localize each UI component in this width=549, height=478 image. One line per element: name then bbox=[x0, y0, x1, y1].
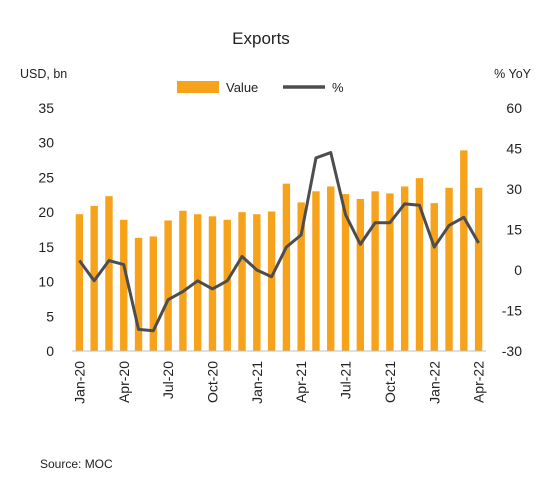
x-tick-label: Jul-21 bbox=[338, 361, 354, 399]
x-tick-label: Oct-20 bbox=[204, 361, 220, 403]
bar bbox=[356, 198, 365, 351]
left-tick-label: 35 bbox=[38, 100, 54, 116]
source-note: Source: MOC bbox=[40, 457, 113, 471]
bar bbox=[400, 186, 409, 351]
bar bbox=[120, 219, 128, 351]
bar bbox=[312, 191, 320, 351]
chart-title: Exports bbox=[232, 29, 290, 48]
bar bbox=[134, 237, 143, 351]
left-tick-label: 5 bbox=[46, 308, 54, 324]
bar bbox=[105, 196, 113, 351]
x-tick-label: Jan-22 bbox=[426, 361, 442, 404]
bar bbox=[341, 194, 350, 351]
right-tick-label: 45 bbox=[506, 141, 522, 157]
bar bbox=[149, 236, 158, 351]
bar bbox=[253, 214, 261, 351]
bar bbox=[327, 186, 335, 351]
x-tick-label: Oct-21 bbox=[382, 361, 398, 403]
bar bbox=[371, 191, 379, 351]
legend: Value % bbox=[177, 80, 344, 95]
right-tick-label: 0 bbox=[514, 262, 522, 278]
x-tick-label: Apr-20 bbox=[116, 361, 132, 403]
bar bbox=[282, 183, 291, 351]
x-tick-label: Jan-20 bbox=[71, 361, 87, 404]
right-axis-title: % YoY bbox=[494, 67, 532, 81]
bar bbox=[179, 210, 187, 351]
right-tick-label: 30 bbox=[506, 181, 522, 197]
x-tick-label: Apr-22 bbox=[471, 361, 487, 403]
x-tick-label: Jul-20 bbox=[160, 361, 176, 399]
bar bbox=[386, 193, 394, 351]
left-tick-label: 10 bbox=[38, 274, 54, 290]
bar bbox=[415, 178, 424, 351]
bar bbox=[460, 150, 468, 351]
right-tick-label: -30 bbox=[502, 343, 522, 359]
left-tick-label: 0 bbox=[46, 343, 54, 359]
legend-label-value: Value bbox=[226, 80, 258, 95]
bar bbox=[75, 214, 84, 351]
bar bbox=[223, 219, 231, 351]
bar bbox=[297, 202, 305, 351]
bar bbox=[445, 187, 453, 351]
legend-label-yoy: % bbox=[332, 80, 344, 95]
left-tick-label: 25 bbox=[38, 169, 54, 185]
right-tick-label: 15 bbox=[506, 222, 522, 238]
bar bbox=[208, 216, 217, 351]
x-axis-ticks: Jan-20 Apr-20 Jul-20 Oct-20 Jan-21 Apr-21 Jul-… bbox=[71, 361, 486, 404]
bar-series-value bbox=[75, 150, 483, 351]
right-tick-label: 60 bbox=[506, 100, 522, 116]
left-tick-label: 20 bbox=[38, 204, 54, 220]
left-axis-ticks: 0 5 10 15 20 25 30 35 bbox=[38, 100, 54, 359]
bar bbox=[238, 212, 246, 351]
right-tick-label: -15 bbox=[502, 303, 522, 319]
x-tick-label: Apr-21 bbox=[293, 361, 309, 403]
right-axis-ticks: -30 -15 0 15 30 45 60 bbox=[502, 100, 522, 359]
legend-swatch-value bbox=[177, 81, 219, 93]
left-axis-title: USD, bn bbox=[20, 67, 67, 81]
left-tick-label: 15 bbox=[38, 239, 54, 255]
bar bbox=[164, 220, 172, 351]
line-series-yoy bbox=[78, 151, 480, 333]
bar bbox=[474, 187, 483, 351]
bar bbox=[430, 203, 438, 351]
left-tick-label: 30 bbox=[38, 135, 54, 151]
x-tick-label: Jan-21 bbox=[249, 361, 265, 404]
bar bbox=[267, 211, 276, 351]
